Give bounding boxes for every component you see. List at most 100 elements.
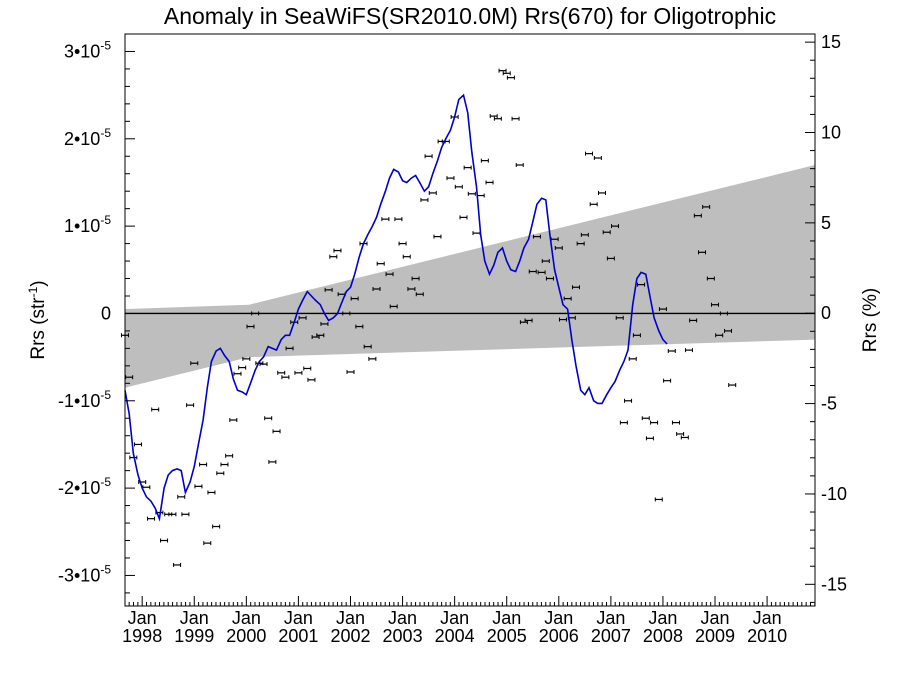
x-tick-month: Jan <box>180 608 209 628</box>
data-point <box>428 190 437 195</box>
data-point <box>363 344 372 349</box>
data-point <box>663 378 672 383</box>
y-axis-label: Rrs (str-1) <box>26 280 49 359</box>
data-point <box>728 383 737 388</box>
x-tick-year: 2005 <box>487 626 527 646</box>
data-point <box>420 197 429 202</box>
x-tick-month: Jan <box>284 608 313 628</box>
x-tick-month: Jan <box>232 608 261 628</box>
data-point <box>316 333 325 338</box>
data-point <box>554 245 563 250</box>
data-point <box>571 285 580 290</box>
y-axis-right: 15 10 5 0 -5 -10 -15 <box>805 32 847 603</box>
data-point <box>489 114 498 119</box>
data-point <box>125 375 134 380</box>
data-point <box>394 217 403 222</box>
y2-tick-label: 10 <box>821 122 841 142</box>
data-point <box>511 116 520 121</box>
data-point <box>711 302 720 307</box>
data-point <box>329 254 338 259</box>
data-point <box>532 234 541 239</box>
data-point <box>424 154 433 159</box>
data-point <box>220 462 229 467</box>
data-point <box>385 272 394 277</box>
data-point <box>246 324 255 329</box>
data-point <box>134 442 143 447</box>
data-point <box>324 287 333 292</box>
data-point <box>251 311 260 316</box>
y-tick-label: 2•10-5 <box>64 126 111 149</box>
y-tick-label: 0 <box>101 303 111 323</box>
x-tick-month: Jan <box>492 608 521 628</box>
data-point <box>545 276 554 281</box>
data-point <box>212 524 221 529</box>
data-point <box>303 366 312 371</box>
data-point <box>611 224 620 229</box>
data-point <box>641 416 650 421</box>
data-point <box>589 202 598 207</box>
data-point <box>160 538 169 543</box>
data-point <box>454 184 463 189</box>
data-point <box>342 311 351 316</box>
data-point <box>411 276 420 281</box>
data-point <box>398 241 407 246</box>
data-point <box>294 370 303 375</box>
data-point <box>576 241 585 246</box>
smoothed-series-line <box>124 93 668 522</box>
y-tick-label: 3•10-5 <box>64 38 111 61</box>
data-point <box>584 151 593 156</box>
data-point <box>242 356 251 361</box>
data-point <box>389 304 398 309</box>
data-points-layer <box>121 68 737 567</box>
data-point <box>615 315 624 320</box>
x-tick-month: Jan <box>440 608 469 628</box>
x-tick-month: Jan <box>700 608 729 628</box>
x-tick-year: 2001 <box>278 626 318 646</box>
data-point <box>602 230 611 235</box>
data-point <box>680 435 689 440</box>
data-point <box>199 462 208 467</box>
x-tick-year: 2000 <box>226 626 266 646</box>
data-point <box>225 453 234 458</box>
y2-tick-label: 15 <box>821 32 841 52</box>
data-point <box>372 286 381 291</box>
data-point <box>207 490 216 495</box>
data-point <box>506 75 515 80</box>
x-tick-month: Jan <box>388 608 417 628</box>
data-point <box>298 315 307 320</box>
x-tick-year: 1998 <box>122 626 162 646</box>
data-point <box>129 455 138 460</box>
data-point <box>151 407 160 412</box>
plot-frame <box>124 33 816 607</box>
data-point <box>277 370 286 375</box>
data-point <box>558 317 567 322</box>
data-point <box>715 333 724 338</box>
y-axis-left: 3•10-5 2•10-5 1•10-5 0 -1•10-5 -2•10-5 -3•10-5 <box>58 33 135 594</box>
data-point <box>472 231 481 236</box>
data-point <box>433 234 442 239</box>
data-point <box>381 217 390 222</box>
data-point <box>624 398 633 403</box>
data-point <box>320 321 329 326</box>
y-tick-label: -2•10-5 <box>58 475 111 498</box>
x-tick-year: 1999 <box>174 626 214 646</box>
data-point <box>637 282 646 287</box>
x-axis: Jan1998Jan1999Jan2000Jan2001Jan2002Jan20… <box>122 596 816 646</box>
data-point <box>307 377 316 382</box>
data-point <box>593 156 602 161</box>
data-point <box>355 324 364 329</box>
data-point <box>689 318 698 323</box>
x-tick-month: Jan <box>648 608 677 628</box>
x-tick-month: Jan <box>336 608 365 628</box>
data-point <box>467 191 476 196</box>
x-tick-year: 2007 <box>591 626 631 646</box>
x-tick-month: Jan <box>128 608 157 628</box>
data-point <box>563 296 572 301</box>
data-point <box>402 254 411 259</box>
data-point <box>493 116 502 121</box>
x-tick-year: 2002 <box>330 626 370 646</box>
data-point <box>194 484 203 489</box>
data-point <box>259 362 268 367</box>
y2-tick-label: 5 <box>821 213 831 233</box>
